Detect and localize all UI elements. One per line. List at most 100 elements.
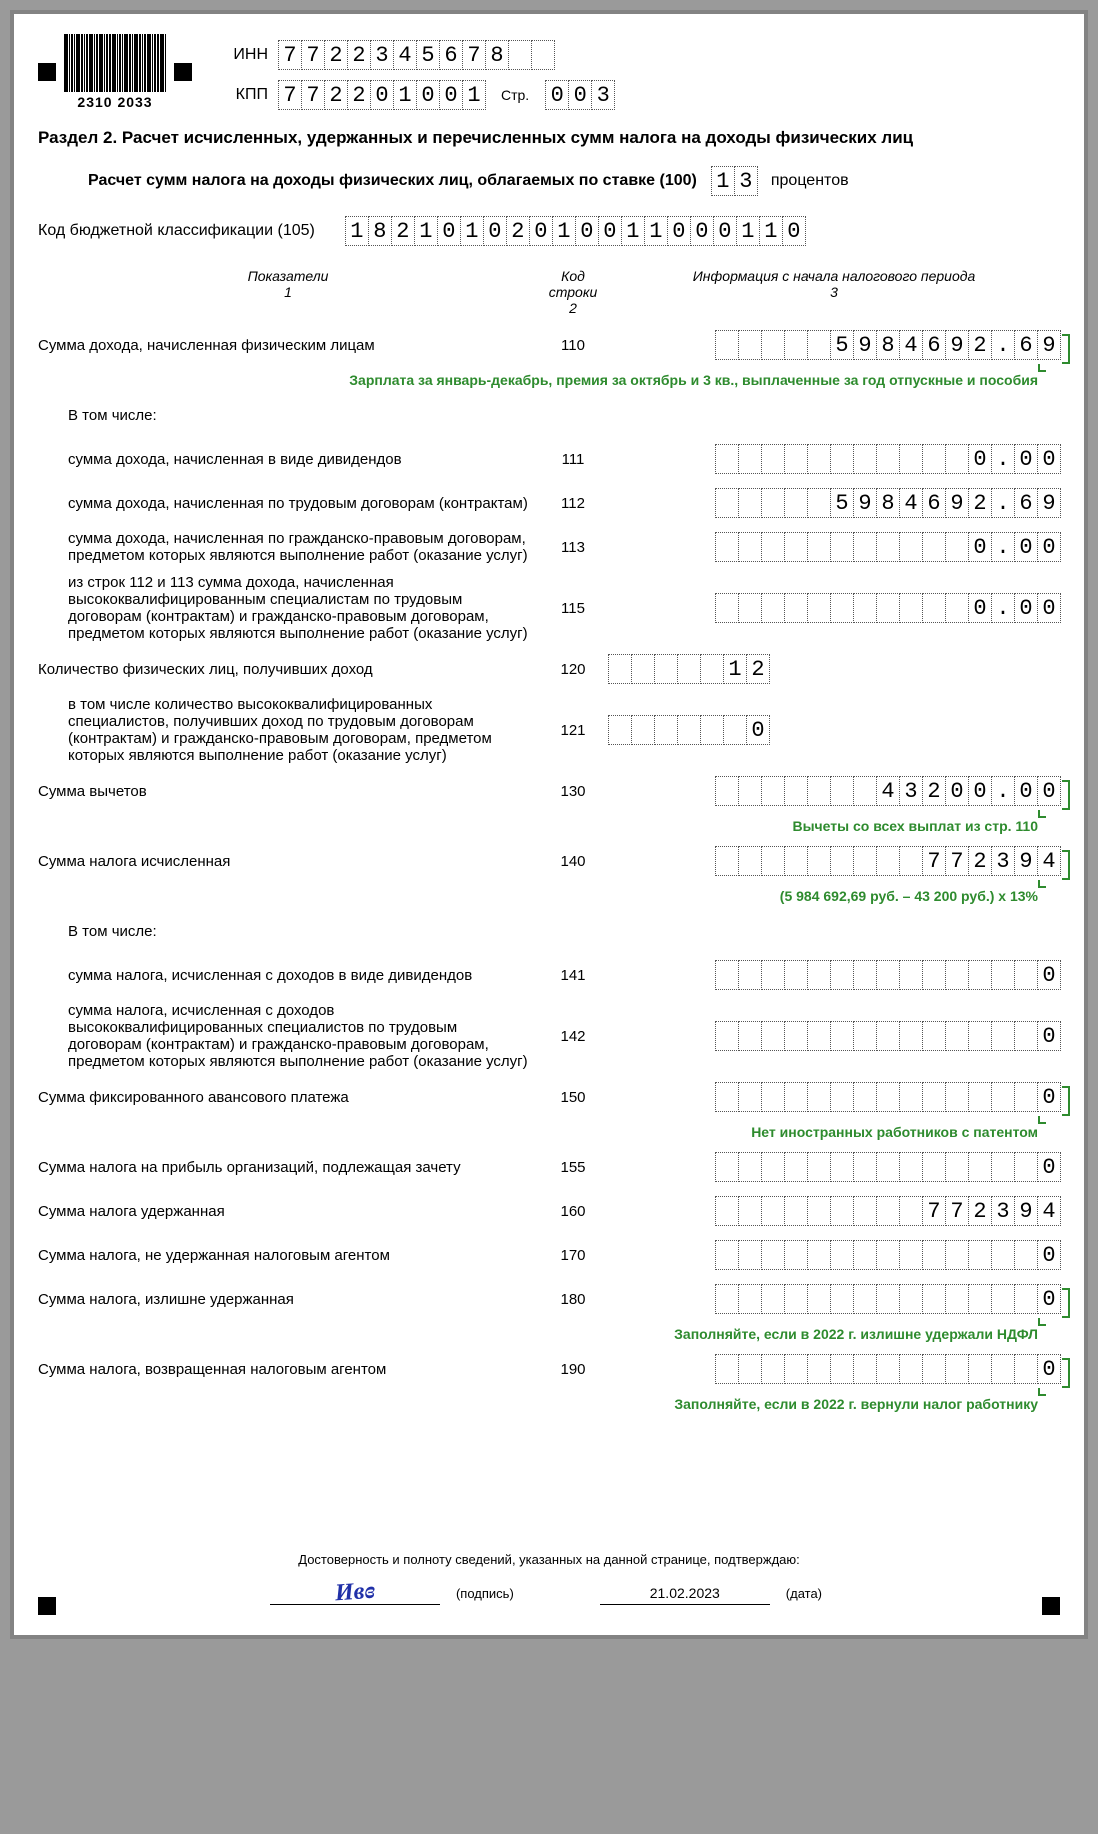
char-cell xyxy=(945,1240,969,1270)
char-cell: 3 xyxy=(734,166,758,196)
char-cell xyxy=(738,960,762,990)
char-cell xyxy=(945,532,969,562)
char-cell xyxy=(991,1284,1015,1314)
kbk-row: Код бюджетной классификации (105) 182101… xyxy=(38,216,1060,246)
char-cell xyxy=(830,1021,854,1051)
line-label: сумма налога, исчисленная с доходов в ви… xyxy=(38,967,538,984)
barcode-number: 2310 2033 xyxy=(77,94,152,110)
line-label: сумма налога, исчисленная с доходов высо… xyxy=(38,1002,538,1070)
char-cell xyxy=(738,1354,762,1384)
char-cell xyxy=(631,715,655,745)
col-header-2: Кодстроки2 xyxy=(538,268,608,316)
char-cell: 6 xyxy=(1014,488,1038,518)
char-cell: 1 xyxy=(462,80,486,110)
value-cells: 0 xyxy=(715,1021,1060,1051)
annotation-bracket xyxy=(1062,780,1070,810)
char-cell xyxy=(715,1196,739,1226)
line-value: 43200.00 xyxy=(608,776,1060,806)
char-cell xyxy=(738,593,762,623)
char-cell: 0 xyxy=(968,444,992,474)
char-cell: 0 xyxy=(439,80,463,110)
char-cell xyxy=(899,846,923,876)
value-cells: 0.00 xyxy=(715,444,1060,474)
char-cell: 0 xyxy=(1037,444,1061,474)
col-header-3: Информация с начала налогового периода3 xyxy=(608,268,1060,316)
char-cell xyxy=(968,960,992,990)
kbk-cells: 18210102010011000110 xyxy=(345,216,805,246)
marker-bottom-right xyxy=(1042,1597,1060,1615)
line-label: В том числе: xyxy=(38,407,538,424)
char-cell xyxy=(807,532,831,562)
char-cell xyxy=(1014,1240,1038,1270)
char-cell xyxy=(830,1196,854,1226)
char-cell: 3 xyxy=(991,846,1015,876)
char-cell xyxy=(508,40,532,70)
id-rows: ИНН 7722345678 КПП 772201001 Стр. 003 xyxy=(222,34,614,110)
char-cell: 0 xyxy=(568,80,592,110)
inn-label: ИНН xyxy=(222,46,268,64)
char-cell xyxy=(738,776,762,806)
char-cell xyxy=(807,1196,831,1226)
line-value: 0 xyxy=(608,1082,1060,1112)
char-cell: 9 xyxy=(945,330,969,360)
form-line: Сумма налога удержанная160772394 xyxy=(38,1194,1060,1228)
value-cells: 5984692.69 xyxy=(715,488,1060,518)
char-cell xyxy=(784,444,808,474)
char-cell xyxy=(715,1152,739,1182)
char-cell: 3 xyxy=(991,1196,1015,1226)
char-cell xyxy=(807,1021,831,1051)
char-cell: 9 xyxy=(853,488,877,518)
form-line: Сумма налога на прибыль организаций, под… xyxy=(38,1150,1060,1184)
footer: Достоверность и полноту сведений, указан… xyxy=(38,1552,1060,1605)
value-cells: 0 xyxy=(715,1152,1060,1182)
marker-bottom-left xyxy=(38,1597,56,1615)
char-cell: 0 xyxy=(1037,593,1061,623)
char-cell xyxy=(738,1196,762,1226)
char-cell xyxy=(922,1082,946,1112)
char-cell xyxy=(761,1021,785,1051)
char-cell xyxy=(853,1082,877,1112)
char-cell xyxy=(807,846,831,876)
lines-container: Сумма дохода, начисленная физическим лиц… xyxy=(38,328,1060,1412)
char-cell xyxy=(631,654,655,684)
char-cell xyxy=(876,1152,900,1182)
line-value: 0.00 xyxy=(608,593,1060,623)
char-cell: 7 xyxy=(278,40,302,70)
char-cell: 9 xyxy=(945,488,969,518)
char-cell xyxy=(853,846,877,876)
char-cell: 0 xyxy=(1037,1021,1061,1051)
char-cell: 7 xyxy=(462,40,486,70)
char-cell xyxy=(876,1196,900,1226)
char-cell xyxy=(761,1196,785,1226)
char-cell xyxy=(899,960,923,990)
line-value: 5984692.69 xyxy=(608,330,1060,360)
char-cell: 9 xyxy=(1014,1196,1038,1226)
char-cell xyxy=(715,593,739,623)
char-cell: 7 xyxy=(922,1196,946,1226)
line-label: сумма дохода, начисленная в виде дивиден… xyxy=(38,451,538,468)
value-cells: 0 xyxy=(608,715,769,745)
char-cell xyxy=(830,1152,854,1182)
char-cell xyxy=(922,1152,946,1182)
char-cell: 4 xyxy=(1037,846,1061,876)
signature-caption: (подпись) xyxy=(450,1586,520,1605)
form-line: В том числе: xyxy=(38,914,1060,948)
char-cell: 6 xyxy=(1014,330,1038,360)
form-line: сумма налога, исчисленная с доходов в ви… xyxy=(38,958,1060,992)
char-cell xyxy=(853,960,877,990)
char-cell xyxy=(761,444,785,474)
inn-row: ИНН 7722345678 xyxy=(222,40,614,70)
line-label: сумма дохода, начисленная по трудовым до… xyxy=(38,495,538,512)
char-cell: 1 xyxy=(345,216,369,246)
char-cell xyxy=(899,532,923,562)
char-cell xyxy=(738,1240,762,1270)
char-cell xyxy=(876,1284,900,1314)
section-title: Раздел 2. Расчет исчисленных, удержанных… xyxy=(38,128,1060,148)
char-cell xyxy=(830,776,854,806)
char-cell: 1 xyxy=(736,216,760,246)
char-cell: 1 xyxy=(552,216,576,246)
char-cell: 0 xyxy=(598,216,622,246)
char-cell xyxy=(807,1082,831,1112)
char-cell xyxy=(853,593,877,623)
line-label: Сумма налога, не удержанная налоговым аг… xyxy=(38,1247,538,1264)
